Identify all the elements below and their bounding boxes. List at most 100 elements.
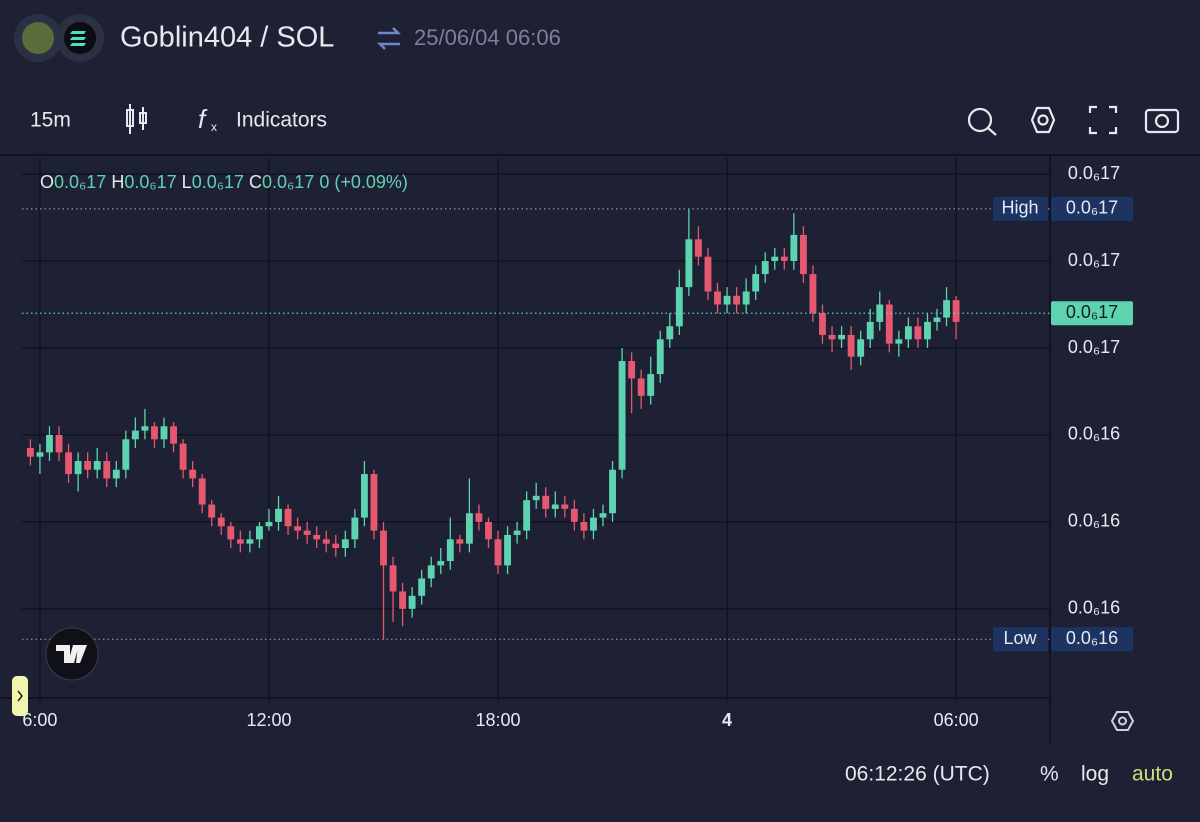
indicators-button[interactable]: Indicators [236,109,327,132]
candle-body [227,526,235,540]
candle-body [866,321,874,340]
candle-body [704,256,712,292]
fx-icon-sub: x [211,120,217,134]
candle-body [504,534,511,566]
fullscreen-icon[interactable] [1088,105,1118,135]
last-value: 0.0₆17 [1066,302,1118,322]
x-tick-label: 6:00 [22,710,57,730]
y-tick-label: 0.0₆16 [1068,424,1120,444]
candle-body [84,461,92,470]
candle-body [637,378,645,396]
candle-body [876,304,884,322]
candle-body [799,234,807,275]
candle-body [599,513,607,518]
high-value-box [1051,196,1133,221]
candle-body [408,595,416,609]
change: 0 (+0.09%) [319,172,408,192]
candle-body [399,591,407,609]
c-value: 0.0₆17 [262,172,314,192]
candle-body [360,474,368,518]
auto-toggle[interactable]: auto [1132,763,1173,786]
screenshot-icon[interactable] [1144,108,1180,134]
screenshot-lens [1154,113,1170,129]
candle-body [103,461,111,479]
candle-body [523,500,531,531]
candle-body [685,239,693,288]
candle-body [208,504,216,518]
candle-body [828,334,836,340]
candle-body [179,443,187,470]
candle-body [809,274,817,314]
candle-body [93,461,101,470]
candle-body [618,361,626,470]
c-letter: C [249,172,262,192]
alert-icon-handle [987,127,997,136]
y-tick-label: 0.0₆16 [1068,511,1120,531]
candle-body [112,469,120,479]
candle-body [189,469,197,479]
candle-body [570,508,578,522]
candle-body [656,339,664,375]
high-label-box [993,196,1048,221]
axis-settings[interactable] [1110,711,1135,731]
candle-body [933,317,941,322]
pair-datetime: 25/06/04 06:06 [414,25,561,50]
candle-body [580,521,588,531]
chart-type-icon[interactable] [126,104,147,134]
alert-icon[interactable] [967,107,993,133]
candle-body [714,291,721,305]
candle-body [943,300,950,318]
candle-body [666,326,674,340]
candle-body [675,287,683,327]
candle-body [351,517,359,540]
interval[interactable]: 15m [30,109,71,132]
candle-body [790,234,798,262]
candle-body [74,461,82,475]
candle-body [904,326,912,340]
candle-body [485,521,492,540]
candle-body [465,513,473,544]
low-value: 0.0₆16 [1066,628,1118,648]
candle-body [628,361,636,379]
y-tick-label: 0.0₆16 [1068,598,1120,618]
sol-logo [70,31,86,46]
candle-body [694,239,702,257]
o-letter: O [40,172,54,192]
last-value-box [1051,301,1133,326]
candle-body [284,508,292,527]
candle-body [65,452,73,475]
low-label: Low [1003,628,1037,648]
candle-body [914,326,922,340]
candle-body [494,539,502,566]
y-tick-label: 0.0₆17 [1068,250,1120,270]
low-value-box [1051,627,1133,652]
candle-body [236,539,244,544]
ohlc-legend: O0.0₆17 H0.0₆17 L0.0₆17 C0.0₆17 0 (+0.09… [40,172,408,192]
candle-body [380,530,387,566]
candle-body [246,539,254,544]
tv-logo-mark [56,645,87,663]
candle-body [322,539,330,544]
candle-body [761,261,769,275]
candle-body [733,295,741,305]
x-tick-label: 4 [722,710,732,730]
candle-body [36,452,44,457]
settings-icon[interactable] [1030,106,1056,134]
swap-icon[interactable] [376,27,402,50]
pair-title: Goblin404 / SOL [120,22,334,54]
x-tick-label: 18:00 [475,710,520,730]
candle-body [446,539,454,562]
sidebar-toggle[interactable] [12,676,28,716]
h-letter: H [111,172,124,192]
log-toggle[interactable]: log [1081,763,1109,786]
o-value: 0.0₆17 [54,172,106,192]
percent-toggle[interactable]: % [1040,763,1059,786]
l-value: 0.0₆17 [192,172,244,192]
candle-body [341,539,349,548]
candle-body [561,504,569,509]
fx-icon[interactable]: f [198,104,208,134]
x-tick-label: 12:00 [246,710,291,730]
sidebar-toggle-arrow [17,690,24,702]
